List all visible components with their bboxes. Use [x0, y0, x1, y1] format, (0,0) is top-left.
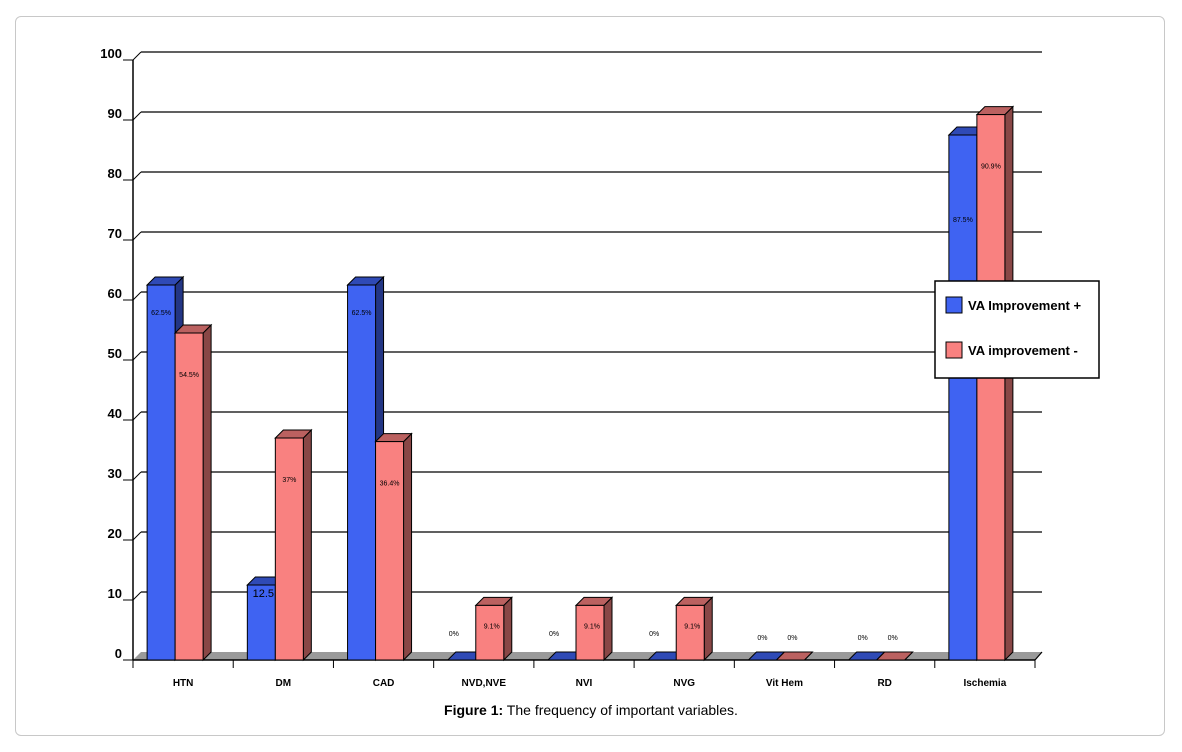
bar-chart: 0 10 20 30 40 50 60 70 80 90 100 HTN DM CAD NVD,NVE NVI…	[100, 46, 1100, 689]
data-label: 62.5%	[352, 310, 372, 317]
bar	[474, 596, 513, 662]
bar	[875, 651, 914, 661]
bar-top	[775, 651, 814, 661]
legend-label: VA Improvement +	[968, 298, 1081, 313]
bar-side	[202, 323, 212, 662]
caption-label: Figure 1:	[444, 702, 504, 718]
gridline-connector	[132, 171, 142, 181]
x-tick-label: RD	[877, 678, 891, 689]
y-tick-label: 100	[100, 46, 122, 61]
bar	[775, 651, 814, 661]
data-label: 54.5%	[179, 372, 199, 379]
x-tick-label: HTN	[173, 678, 194, 689]
bar-front	[575, 604, 605, 661]
bar-front	[675, 604, 705, 661]
bar-front	[475, 604, 505, 661]
y-tick-label: 10	[108, 586, 122, 601]
legend-swatch	[945, 296, 963, 314]
bar-front	[274, 437, 304, 661]
bar-side	[703, 596, 713, 662]
data-label: 36.4%	[380, 481, 400, 488]
bar-side	[403, 432, 413, 662]
data-label: 9.1%	[684, 623, 700, 630]
bar-side	[302, 428, 312, 662]
bar-front	[174, 332, 204, 661]
gridline-connector	[132, 51, 142, 61]
caption-text: The frequency of important variables.	[503, 702, 738, 718]
x-tick-label: Ischemia	[963, 678, 1006, 689]
y-tick-label: 80	[108, 166, 122, 181]
data-label: 37%	[282, 477, 296, 484]
x-tick-label: NVD,NVE	[462, 678, 507, 689]
data-label: 0%	[757, 635, 767, 642]
y-tick-label: 0	[115, 646, 122, 661]
legend-label: VA improvement -	[968, 343, 1078, 358]
legend-box	[934, 280, 1100, 379]
bar	[374, 432, 413, 662]
y-tick-label: 60	[108, 286, 122, 301]
gridline-connector	[132, 111, 142, 121]
data-label: 0%	[888, 635, 898, 642]
bar-front	[375, 441, 405, 661]
data-label: 0%	[787, 635, 797, 642]
gridline-connector	[132, 291, 142, 301]
bar-top	[875, 651, 914, 661]
grid-lines	[132, 51, 1042, 601]
gridline-connector	[132, 351, 142, 361]
y-tick-label: 50	[108, 346, 122, 361]
y-tick-label: 20	[108, 526, 122, 541]
y-tick-label: 40	[108, 406, 122, 421]
data-label: 12.5	[253, 588, 274, 600]
data-label: 0%	[858, 635, 868, 642]
data-label: 9.1%	[484, 623, 500, 630]
bar-front	[146, 284, 176, 661]
x-axis-end	[1034, 651, 1043, 661]
bar-front	[948, 134, 978, 661]
data-label: 62.5%	[151, 310, 171, 317]
data-label: 9.1%	[584, 623, 600, 630]
data-labels: 62.5% 54.5% 12.5 37% 62.5% 36.4% 0% 9.1% 0% 9.1% 0…	[151, 164, 1001, 642]
bar	[574, 596, 614, 662]
gridline-connector	[132, 591, 142, 601]
gridline-connector	[132, 231, 142, 241]
bars	[145, 105, 1015, 662]
bar	[675, 596, 714, 662]
bar-front	[347, 284, 377, 661]
x-tick-label: NVG	[673, 678, 695, 689]
y-tick-label: 70	[108, 226, 122, 241]
bar-side	[1004, 105, 1014, 662]
bar	[975, 105, 1015, 662]
y-tick-label: 90	[108, 106, 122, 121]
x-tick-label: DM	[276, 678, 292, 689]
data-label: 87.5%	[953, 217, 973, 224]
bar-front	[976, 114, 1006, 661]
data-label: 0%	[549, 631, 559, 638]
bar	[173, 323, 213, 662]
gridline-connector	[132, 531, 142, 541]
figure-caption: Figure 1: The frequency of important var…	[0, 702, 1182, 718]
gridline-connector	[132, 471, 142, 481]
y-tick-label: 30	[108, 466, 122, 481]
bar-front	[246, 584, 276, 661]
data-label: 0%	[649, 631, 659, 638]
bar-side	[603, 596, 613, 662]
gridline-connector	[132, 411, 142, 421]
x-tick-label: Vit Hem	[766, 678, 803, 689]
x-tick-label: CAD	[373, 678, 395, 689]
data-label: 0%	[449, 631, 459, 638]
bar-side	[503, 596, 513, 662]
legend-swatch	[945, 341, 963, 359]
x-tick-label: NVI	[576, 678, 593, 689]
legend: VA Improvement + VA improvement -	[934, 280, 1100, 379]
data-label: 90.9%	[981, 164, 1001, 171]
bar	[274, 428, 313, 662]
